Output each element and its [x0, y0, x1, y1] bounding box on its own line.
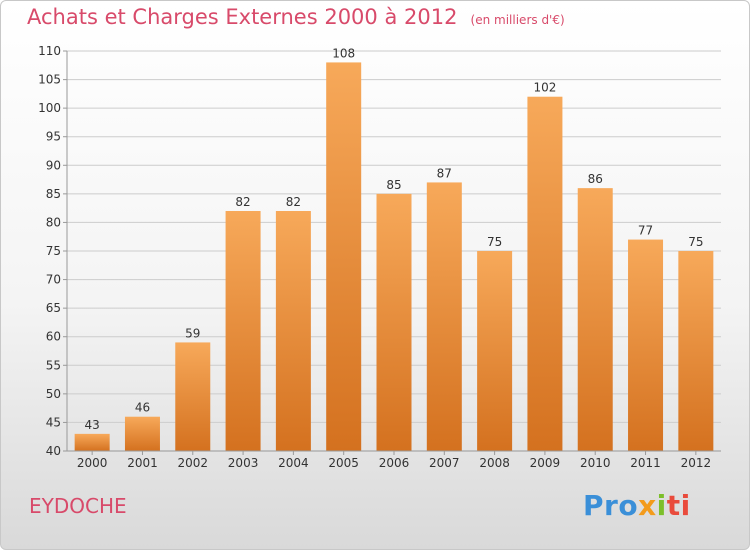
labels: 40 45 50 55 60 65 70 75 80 85 90 95 100 105 110 43 2000 4…: [38, 44, 711, 470]
y-tick-label: 85: [46, 187, 61, 201]
x-tick-label: 2007: [429, 456, 460, 470]
bar-value-label: 86: [588, 172, 603, 186]
bar-2002: [175, 342, 211, 451]
bar-2008: [477, 251, 513, 451]
y-tick-label: 45: [46, 415, 61, 429]
bar-value-label: 87: [437, 166, 452, 180]
x-tick-label: 2005: [328, 456, 359, 470]
bar-2001: [124, 416, 160, 451]
y-tick-label: 105: [38, 73, 61, 87]
x-tick-label: 2004: [278, 456, 309, 470]
y-tick-label: 75: [46, 244, 61, 258]
bar-value-label: 82: [286, 195, 301, 209]
logo-part-4: ti: [666, 489, 691, 522]
x-tick-label: 2012: [681, 456, 712, 470]
y-tick-label: 95: [46, 130, 61, 144]
bar-2005: [326, 62, 362, 452]
bar-value-label: 108: [332, 46, 355, 60]
y-tick-label: 70: [46, 273, 61, 287]
bar-2007: [426, 182, 462, 451]
chart-title: Achats et Charges Externes 2000 à 2012 (…: [27, 5, 565, 29]
bar-2012: [678, 251, 714, 451]
y-tick-label: 50: [46, 387, 61, 401]
logo-part-2: x: [638, 489, 657, 522]
title-main: Achats et Charges Externes 2000 à 2012: [27, 5, 458, 29]
x-tick-label: 2009: [530, 456, 561, 470]
x-tick-label: 2000: [77, 456, 108, 470]
bar-2003: [225, 211, 261, 451]
x-tick-label: 2010: [580, 456, 611, 470]
y-tick-label: 80: [46, 215, 61, 229]
bar-value-label: 59: [185, 326, 200, 340]
bar-2010: [577, 188, 613, 451]
bar-value-label: 82: [235, 195, 250, 209]
title-unit: (en milliers d'€): [470, 13, 565, 27]
x-tick-label: 2011: [630, 456, 661, 470]
bar-value-label: 75: [487, 235, 502, 249]
y-tick-label: 90: [46, 158, 61, 172]
bar-value-label: 43: [85, 418, 100, 432]
bar-2011: [628, 239, 664, 451]
proxiti-logo: Proxiti: [583, 489, 691, 522]
bar-2000: [74, 433, 110, 451]
bar-value-label: 46: [135, 401, 150, 415]
bar-value-label: 77: [638, 224, 653, 238]
commune-name: EYDOCHE: [29, 494, 127, 518]
y-tick-label: 65: [46, 301, 61, 315]
logo-part-3: i: [656, 489, 667, 522]
bar-value-label: 75: [688, 235, 703, 249]
x-tick-label: 2001: [127, 456, 158, 470]
y-tick-label: 60: [46, 330, 61, 344]
y-tick-label: 55: [46, 358, 61, 372]
bars: [74, 62, 714, 452]
x-tick-label: 2003: [228, 456, 259, 470]
x-tick-label: 2006: [379, 456, 410, 470]
bar-value-label: 85: [386, 178, 401, 192]
bar-value-label: 102: [533, 81, 556, 95]
x-tick-label: 2008: [479, 456, 510, 470]
y-tick-label: 110: [38, 44, 61, 58]
x-tick-label: 2002: [177, 456, 208, 470]
bar-2004: [275, 211, 311, 451]
bar-2009: [527, 96, 563, 451]
logo-part-1: Pro: [583, 489, 639, 522]
y-tick-label: 40: [46, 444, 61, 458]
y-tick-label: 100: [38, 101, 61, 115]
bar-2006: [376, 193, 412, 451]
axes: [63, 50, 721, 455]
